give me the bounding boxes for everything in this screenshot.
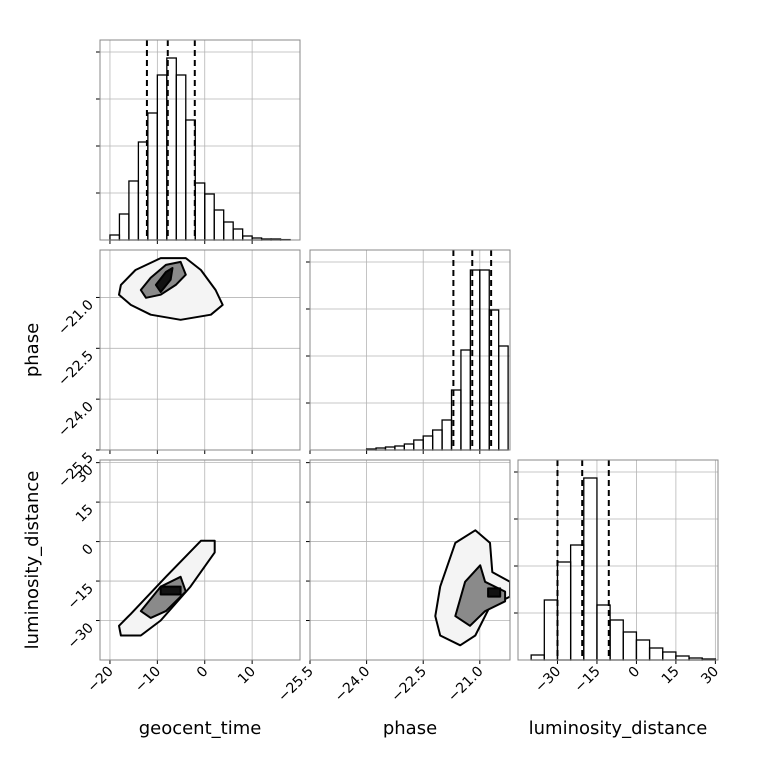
histogram-bar	[128, 180, 140, 241]
histogram-bar	[394, 445, 405, 451]
histogram-bar	[232, 228, 244, 241]
panel-frame	[99, 39, 301, 241]
histogram-bar	[213, 209, 225, 241]
histogram-bar	[223, 221, 234, 241]
histogram-bar	[242, 235, 253, 241]
histogram-bar	[479, 269, 490, 451]
histogram-bar	[422, 435, 434, 451]
x-tick-label: −30	[532, 664, 564, 696]
x-tick-label: −15	[572, 664, 604, 696]
histogram-bar	[583, 477, 598, 661]
histogram-bar	[413, 439, 424, 451]
histogram-bar	[175, 74, 187, 241]
x-tick-label: 30	[698, 664, 722, 688]
x-tick-label: 0	[194, 664, 212, 682]
histogram-bar	[635, 639, 651, 661]
y-tick-label: −24.0	[55, 399, 97, 441]
histogram-bar	[156, 74, 168, 241]
x-tick-label: −21.0	[445, 664, 487, 706]
x-tick-label: −20	[85, 664, 117, 696]
x-tick-label: 0	[626, 664, 644, 682]
panel-frame	[99, 249, 301, 451]
y-axis-label: luminosity_distance	[22, 471, 43, 650]
y-tick-label: 0	[79, 541, 97, 559]
histogram-bar	[194, 182, 206, 241]
x-tick-label: −10	[132, 664, 164, 696]
contour	[454, 564, 507, 627]
histogram-bar	[530, 654, 545, 661]
x-tick-label: 15	[659, 664, 683, 688]
contour	[154, 267, 174, 293]
histogram-bar	[609, 619, 624, 661]
histogram-bar	[543, 599, 559, 661]
histogram-bar	[675, 655, 690, 661]
histogram-bar	[118, 213, 130, 241]
contour	[159, 585, 182, 596]
y-tick-label: −21.0	[55, 297, 97, 339]
panel-frame	[99, 459, 301, 661]
histogram-bar	[460, 349, 472, 451]
panel-frame	[309, 459, 511, 661]
histogram-bar	[648, 647, 664, 661]
histogram-bar	[147, 112, 158, 241]
y-tick-label: −22.5	[55, 348, 97, 390]
histogram-bar	[204, 193, 215, 241]
x-axis-label: luminosity_distance	[529, 718, 708, 739]
x-tick-label: 10	[235, 664, 259, 688]
histogram-bar	[431, 429, 443, 451]
histogram-bar	[662, 651, 677, 661]
histogram-bar	[556, 561, 572, 661]
histogram-bar	[109, 234, 121, 241]
panel-frame	[309, 249, 511, 451]
x-tick-label: −25.5	[275, 664, 317, 706]
x-axis-label: phase	[383, 718, 437, 739]
x-tick-label: −24.0	[332, 664, 374, 706]
x-axis-label: geocent_time	[139, 718, 262, 739]
x-tick-label: −22.5	[388, 664, 430, 706]
histogram-bar	[622, 631, 638, 661]
y-tick-label: −15	[65, 581, 97, 613]
y-tick-label: −30	[65, 620, 97, 652]
histogram-bar	[498, 345, 509, 451]
histogram-bar	[441, 419, 453, 451]
panel-frame	[517, 459, 719, 661]
y-tick-label: 15	[73, 502, 97, 526]
y-axis-label: phase	[22, 323, 43, 377]
contour	[487, 587, 502, 598]
histogram-bar	[403, 443, 415, 451]
